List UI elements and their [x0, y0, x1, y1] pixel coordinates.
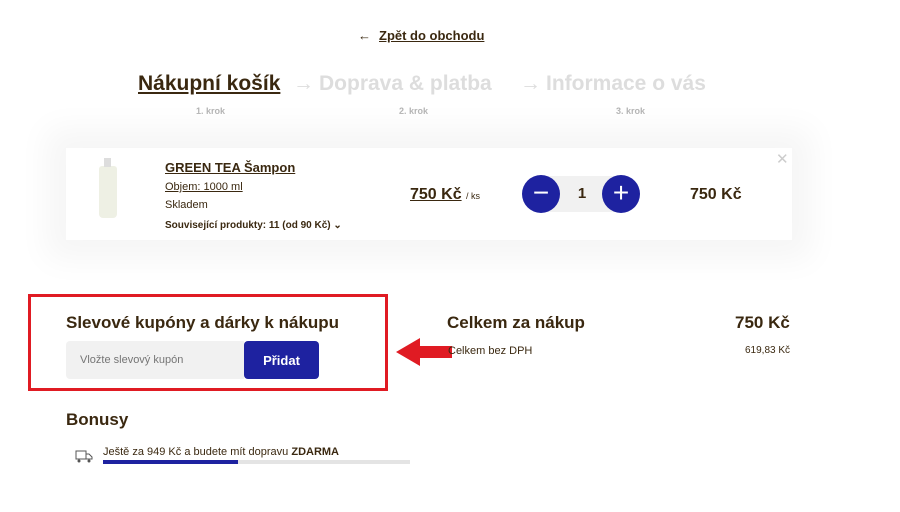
- highlight-box: [28, 294, 388, 391]
- chevron-down-icon: ⌄: [333, 220, 342, 231]
- back-label: Zpět do obchodu: [379, 28, 485, 43]
- step-1-sub: 1. krok: [196, 106, 226, 116]
- related-products-toggle[interactable]: Související produkty: 11 (od 90 Kč) ⌄: [165, 220, 342, 231]
- truck-icon: [75, 450, 93, 463]
- step-arrow-icon: →: [520, 72, 541, 95]
- step-info: Informace o vás: [546, 72, 706, 95]
- add-coupon-button[interactable]: Přidat: [244, 341, 319, 379]
- increase-qty-button[interactable]: +: [602, 175, 640, 213]
- product-variant[interactable]: Objem: 1000 ml: [165, 181, 243, 193]
- free-shipping-progress: [103, 460, 410, 464]
- net-label: Celkem bez DPH: [448, 345, 533, 357]
- arrow-left-icon: ←: [358, 28, 371, 43]
- unit-label: / ks: [466, 191, 481, 201]
- net-value: 619,83 Kč: [745, 345, 791, 356]
- stock-status: Skladem: [165, 199, 208, 211]
- unit-price-value: 750 Kč: [410, 186, 462, 203]
- summary-label: Celkem za nákup: [447, 313, 585, 332]
- coupon-input[interactable]: [66, 341, 244, 379]
- remove-item-icon[interactable]: ✕: [776, 151, 789, 168]
- quantity-value[interactable]: 1: [577, 185, 587, 202]
- step-3-sub: 3. krok: [616, 106, 646, 116]
- coupon-title: Slevové kupóny a dárky k nákupu: [66, 313, 340, 332]
- step-arrow-icon: →: [293, 72, 314, 95]
- product-image[interactable]: [99, 158, 117, 218]
- back-to-shop-link[interactable]: ← Zpět do obchodu: [358, 28, 484, 43]
- step-shipping: Doprava & platba: [319, 72, 492, 95]
- step-cart: Nákupní košík: [138, 72, 281, 95]
- product-name[interactable]: GREEN TEA Šampon: [165, 160, 296, 175]
- summary-total: 750 Kč: [735, 313, 790, 332]
- related-label: Související produkty: 11 (od 90 Kč): [165, 220, 331, 231]
- progress-fill: [103, 460, 239, 464]
- decrease-qty-button[interactable]: −: [522, 175, 560, 213]
- free-shipping-prefix: Ještě za 949 Kč a budete mít dopravu: [103, 446, 292, 458]
- free-shipping-text: Ještě za 949 Kč a budete mít dopravu ZDA…: [103, 446, 339, 458]
- bonus-title: Bonusy: [66, 410, 129, 429]
- line-total: 750 Kč: [690, 186, 742, 203]
- cart-item: GREEN TEA Šampon Objem: 1000 ml Skladem …: [66, 148, 792, 240]
- step-2-sub: 2. krok: [399, 106, 429, 116]
- unit-price: 750 Kč / ks: [410, 186, 480, 204]
- free-shipping-bold: ZDARMA: [291, 446, 340, 458]
- red-arrow-annotation: [396, 338, 452, 366]
